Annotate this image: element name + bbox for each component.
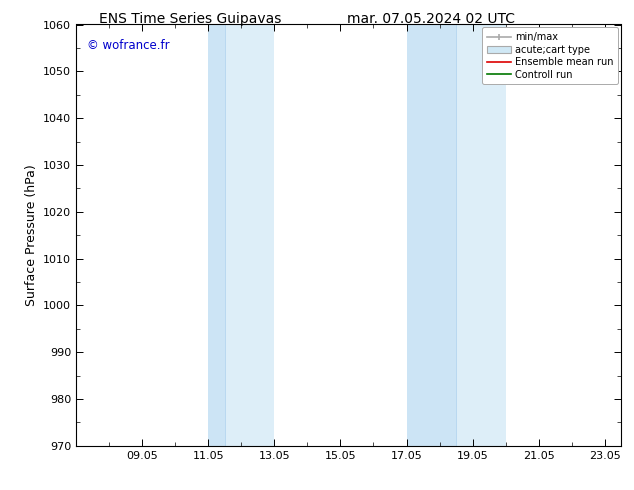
Text: ENS Time Series Guipavas: ENS Time Series Guipavas (99, 12, 281, 26)
Bar (225, 24, 275, 446)
Text: mar. 07.05.2024 02 UTC: mar. 07.05.2024 02 UTC (347, 12, 515, 26)
Bar (456, 24, 506, 446)
Bar (208, 24, 225, 446)
Legend: min/max, acute;cart type, Ensemble mean run, Controll run: min/max, acute;cart type, Ensemble mean … (482, 27, 618, 84)
Y-axis label: Surface Pressure (hPa): Surface Pressure (hPa) (25, 164, 37, 306)
Text: © wofrance.fr: © wofrance.fr (87, 39, 170, 52)
Bar (406, 24, 456, 446)
